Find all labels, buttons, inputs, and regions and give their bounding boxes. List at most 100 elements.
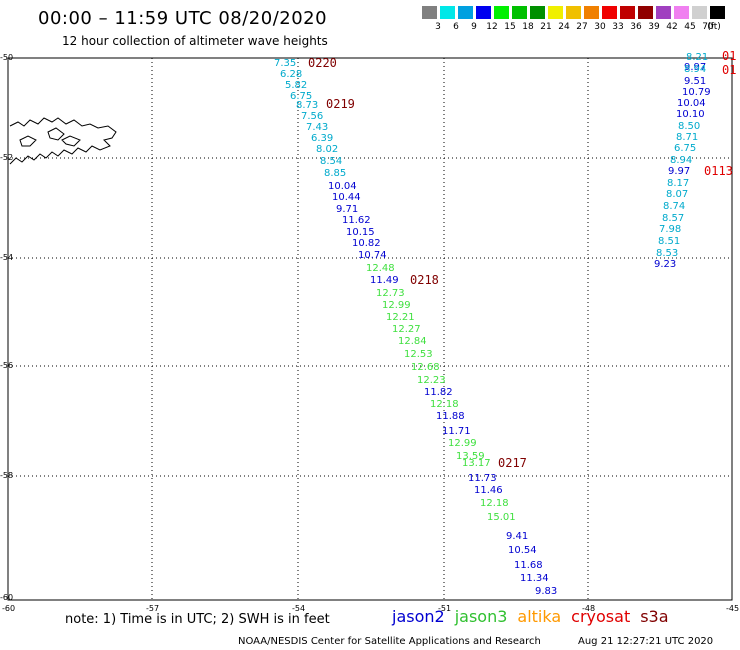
pass-0219-label: 0219 — [326, 97, 355, 111]
latitude-tick: -56 — [0, 361, 13, 370]
swh-reading: 8.85 — [324, 168, 346, 179]
swh-reading: 9.23 — [654, 259, 676, 270]
swh-reading: 12.23 — [417, 375, 446, 386]
swh-reading: 10.15 — [346, 227, 375, 238]
swh-reading: 9.97 — [684, 62, 706, 73]
pass-01b-label: 01 — [722, 63, 736, 77]
swh-reading: 11.68 — [514, 560, 543, 571]
swh-reading: 8.54 — [320, 156, 342, 167]
swh-reading: 11.62 — [342, 215, 371, 226]
color-scale-unit: (ft) — [707, 22, 721, 32]
latitude-tick: -50 — [0, 53, 13, 62]
swh-reading: 6.28 — [280, 69, 302, 80]
swh-reading: 12.99 — [382, 300, 411, 311]
map-title: 00:00 – 11:59 UTC 08/20/2020 — [38, 8, 328, 29]
swh-reading: 11.49 — [370, 275, 399, 286]
swh-reading: 8.73 — [296, 100, 318, 111]
color-swatch — [422, 6, 437, 19]
swh-reading: 12.18 — [430, 399, 459, 410]
swh-reading: 10.04 — [677, 98, 706, 109]
swh-reading: 9.51 — [684, 76, 706, 87]
color-scale-tick: 12 — [486, 22, 498, 32]
swh-reading: 11.46 — [474, 485, 503, 496]
swh-reading: 8.94 — [670, 155, 692, 166]
swh-reading: 9.71 — [336, 204, 358, 215]
pass-0113-label: 0113 — [704, 164, 733, 178]
color-swatch — [530, 6, 545, 19]
swh-reading: 5.82 — [285, 80, 307, 91]
latitude-tick: -60 — [0, 593, 13, 602]
color-scale-tick: 27 — [576, 22, 588, 32]
swh-reading: 8.53 — [656, 248, 678, 259]
swh-reading: 7.56 — [301, 111, 323, 122]
swh-reading: 6.75 — [290, 91, 312, 102]
swh-reading: 8.94 — [684, 64, 706, 75]
swh-reading: 10.82 — [352, 238, 381, 249]
color-scale-tick: 24 — [558, 22, 570, 32]
color-swatch — [566, 6, 581, 19]
swh-reading: 12.21 — [386, 312, 415, 323]
swh-reading: 11.73 — [468, 473, 497, 484]
latitude-tick: -52 — [0, 153, 13, 162]
color-scale-tick: 15 — [504, 22, 516, 32]
swh-reading: 12.53 — [404, 349, 433, 360]
legend-jason3: jason3 — [454, 607, 508, 626]
swh-reading: 8.51 — [658, 236, 680, 247]
color-scale-tick: 45 — [684, 22, 696, 32]
longitude-tick: -48 — [582, 604, 595, 613]
swh-reading: 10.44 — [332, 192, 361, 203]
swh-reading: 8.50 — [678, 121, 700, 132]
color-swatch — [602, 6, 617, 19]
swh-reading: 8.02 — [316, 144, 338, 155]
color-scale-tick: 39 — [648, 22, 660, 32]
pass-0218-label: 0218 — [410, 273, 439, 287]
latitude-tick: -58 — [0, 471, 13, 480]
satellite-legend: jason2 jason3 altika cryosat s3a — [392, 607, 679, 626]
swh-reading: 9.41 — [506, 531, 528, 542]
color-scale-tick: 9 — [471, 22, 477, 32]
swh-reading: 11.82 — [424, 387, 453, 398]
swh-reading: 12.68 — [411, 362, 440, 373]
swh-reading: 8.74 — [663, 201, 685, 212]
swh-reading: 11.34 — [520, 573, 549, 584]
swh-reading: 7.98 — [659, 224, 681, 235]
lat-lon-grid — [8, 58, 732, 600]
color-swatch — [458, 6, 473, 19]
color-scale-tick: 21 — [540, 22, 552, 32]
longitude-tick: -60 — [2, 604, 15, 613]
color-swatch — [656, 6, 671, 19]
pass-0217-label: 0217 — [498, 456, 527, 470]
swh-reading: 12.84 — [398, 336, 427, 347]
pass-0220-label: 0220 — [308, 56, 337, 70]
swh-reading: 7.43 — [306, 122, 328, 133]
swh-reading: 12.27 — [392, 324, 421, 335]
color-swatch — [620, 6, 635, 19]
longitude-tick: -51 — [438, 604, 451, 613]
swh-reading: 8.07 — [666, 189, 688, 200]
swh-reading: 13.59 — [456, 451, 485, 462]
color-swatch — [494, 6, 509, 19]
swh-reading: 10.74 — [358, 250, 387, 261]
color-scale-tick: 3 — [435, 22, 441, 32]
color-swatch — [638, 6, 653, 19]
swh-reading: 10.79 — [682, 87, 711, 98]
swh-reading: 10.10 — [676, 109, 705, 120]
swh-reading: 15.01 — [487, 512, 516, 523]
swh-reading: 9.83 — [535, 586, 557, 597]
map-frame — [7, 57, 733, 601]
longitude-tick: -54 — [292, 604, 305, 613]
color-scale-tick: 42 — [666, 22, 678, 32]
color-swatch — [440, 6, 455, 19]
legend-s3a: s3a — [640, 607, 669, 626]
color-swatch — [692, 6, 707, 19]
color-scale-tick: 30 — [594, 22, 606, 32]
legend-cryosat: cryosat — [571, 607, 631, 626]
swh-reading: 6.75 — [674, 143, 696, 154]
axis-tick-labels: -60 -57 -54 -51 -48 -45 -50 -52 -54 -56 -58 -60 — [0, 53, 739, 613]
swh-reading: 12.99 — [448, 438, 477, 449]
swh-reading: 6.39 — [311, 133, 333, 144]
color-scale-tick: 33 — [612, 22, 624, 32]
color-swatch — [548, 6, 563, 19]
longitude-tick: -45 — [726, 604, 739, 613]
